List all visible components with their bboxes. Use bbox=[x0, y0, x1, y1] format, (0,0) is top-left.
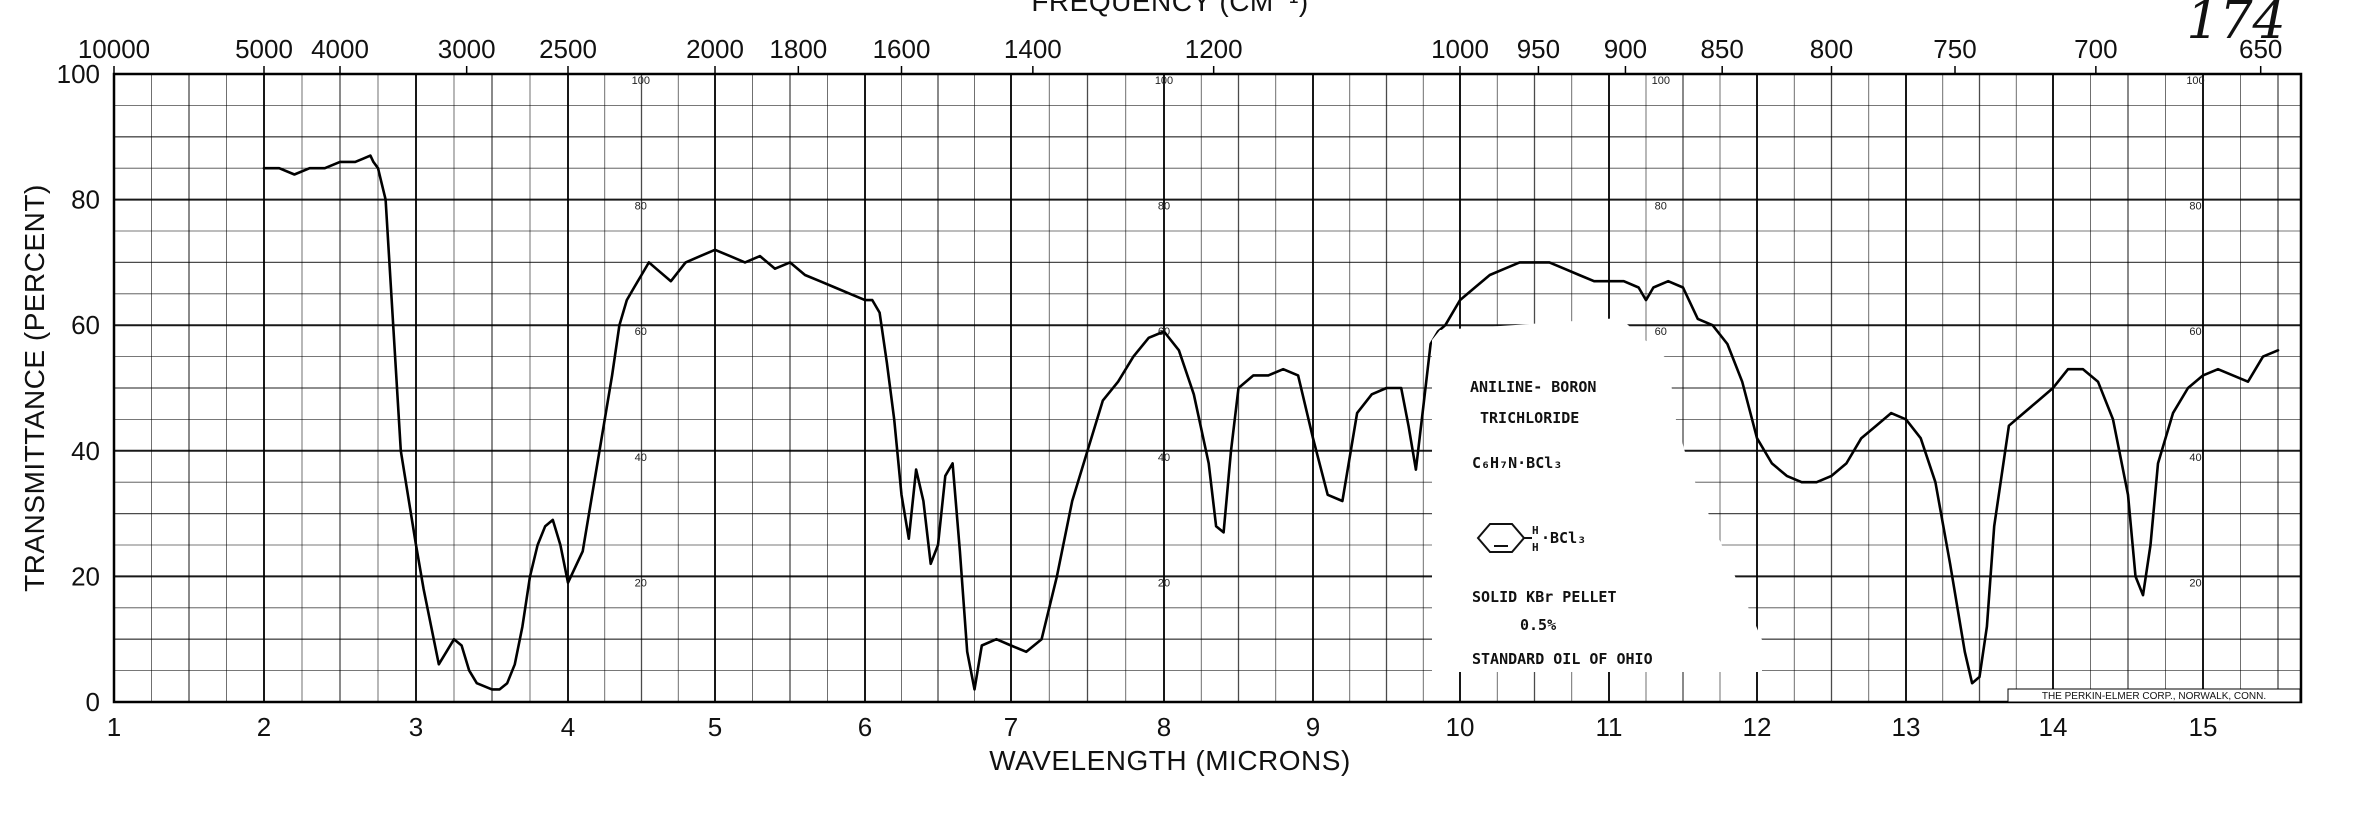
x-axis-title: WAVELENGTH (MICRONS) bbox=[989, 745, 1351, 776]
annotation-line-3: C₆H₇N·BCl₃ bbox=[1472, 454, 1562, 472]
y-tick-label: 20 bbox=[71, 561, 100, 591]
x2-tick-label: 4000 bbox=[311, 34, 369, 64]
x-tick-label: 12 bbox=[1743, 712, 1772, 742]
annotation-line-6: 0.5% bbox=[1520, 616, 1556, 634]
x-tick-label: 8 bbox=[1157, 712, 1171, 742]
x-tick-label: 2 bbox=[257, 712, 271, 742]
inner-scale-label: 20 bbox=[635, 577, 647, 589]
x2-tick-label: 10000 bbox=[78, 34, 150, 64]
x2-tick-label: 700 bbox=[2074, 34, 2117, 64]
inner-scale-label: 100 bbox=[632, 75, 650, 87]
x2-tick-label: 3000 bbox=[438, 34, 496, 64]
x-tick-label: 10 bbox=[1446, 712, 1475, 742]
annotation-line-7: STANDARD OIL OF OHIO bbox=[1472, 650, 1653, 668]
annotation-line-5: SOLID KBr PELLET bbox=[1472, 588, 1617, 606]
x-tick-label: 3 bbox=[409, 712, 423, 742]
credit-text: THE PERKIN-ELMER CORP., NORWALK, CONN. bbox=[2042, 691, 2266, 702]
x-tick-label: 1 bbox=[107, 712, 121, 742]
x-tick-label: 9 bbox=[1306, 712, 1320, 742]
annotation-line-1: ANILINE- BORON bbox=[1470, 378, 1596, 396]
y-tick-label: 80 bbox=[71, 185, 100, 215]
inner-scale-label: 40 bbox=[635, 452, 647, 464]
inner-scale-label: 40 bbox=[1158, 452, 1170, 464]
credit-box bbox=[2007, 688, 2301, 703]
page-number: 174 bbox=[2186, 0, 2285, 51]
x2-tick-label: 800 bbox=[1810, 34, 1853, 64]
structure-h-lower: H bbox=[1532, 541, 1539, 554]
inner-scale-label: 80 bbox=[2189, 201, 2201, 213]
inner-scale-labels: 1008060402010080604020100806040201008060… bbox=[632, 75, 2205, 589]
structure-h-upper: H bbox=[1532, 524, 1539, 537]
inner-scale-label: 80 bbox=[1158, 201, 1170, 213]
x-tick-label: 6 bbox=[858, 712, 872, 742]
x-tick-label: 14 bbox=[2039, 712, 2068, 742]
x-tick-label: 4 bbox=[561, 712, 575, 742]
x2-tick-label: 2500 bbox=[539, 34, 597, 64]
x2-tick-label: 850 bbox=[1700, 34, 1743, 64]
inner-scale-label: 60 bbox=[2189, 326, 2201, 338]
x2-tick-label: 650 bbox=[2239, 34, 2282, 64]
x2-tick-label: 750 bbox=[1933, 34, 1976, 64]
benzene-structure-icon: H H bbox=[1476, 523, 1539, 554]
annotation-box: ANILINE- BORON TRICHLORIDE C₆H₇N·BCl₃ H … bbox=[1432, 318, 1762, 672]
inner-scale-label: 100 bbox=[1155, 75, 1173, 87]
x2-tick-label: 1600 bbox=[873, 34, 931, 64]
inner-scale-label: 100 bbox=[1652, 75, 1670, 87]
annotation-line-2: TRICHLORIDE bbox=[1480, 409, 1579, 427]
grid bbox=[113, 73, 2301, 703]
x2-tick-label: 1000 bbox=[1431, 34, 1489, 64]
annotation-line-4: ·BCl₃ bbox=[1541, 529, 1586, 547]
inner-scale-label: 60 bbox=[635, 326, 647, 338]
x-tick-label: 11 bbox=[1596, 712, 1623, 742]
plot-frame bbox=[112, 72, 2303, 704]
series-line bbox=[262, 154, 2280, 691]
y-tick-label: 60 bbox=[71, 310, 100, 340]
x2-tick-label: 5000 bbox=[235, 34, 293, 64]
inner-scale-label: 20 bbox=[2189, 577, 2201, 589]
y-axis-title: TRANSMITTANCE (PERCENT) bbox=[19, 184, 50, 592]
x-tick-label: 13 bbox=[1892, 712, 1921, 742]
x2-tick-label: 1200 bbox=[1185, 34, 1243, 64]
y-tick-label: 100 bbox=[57, 59, 100, 89]
x-tick-label: 15 bbox=[2189, 712, 2218, 742]
x2-tick-label: 1400 bbox=[1004, 34, 1062, 64]
y-tick-label: 0 bbox=[86, 687, 100, 717]
x2-tick-label: 950 bbox=[1517, 34, 1560, 64]
inner-scale-label: 60 bbox=[1655, 326, 1667, 338]
x-tick-label: 7 bbox=[1004, 712, 1018, 742]
inner-scale-label: 40 bbox=[2189, 452, 2201, 464]
inner-scale-label: 100 bbox=[2186, 75, 2204, 87]
y-tick-label: 40 bbox=[71, 436, 100, 466]
inner-scale-label: 80 bbox=[1655, 201, 1667, 213]
x-tick-label: 5 bbox=[708, 712, 722, 742]
x2-tick-label: 2000 bbox=[686, 34, 744, 64]
x2-tick-label: 1800 bbox=[769, 34, 827, 64]
x2-tick-label: 900 bbox=[1604, 34, 1647, 64]
x2-axis-title: FREQUENCY (CM⁻¹) bbox=[1031, 0, 1308, 17]
inner-scale-label: 20 bbox=[1158, 577, 1170, 589]
inner-scale-label: 80 bbox=[635, 201, 647, 213]
